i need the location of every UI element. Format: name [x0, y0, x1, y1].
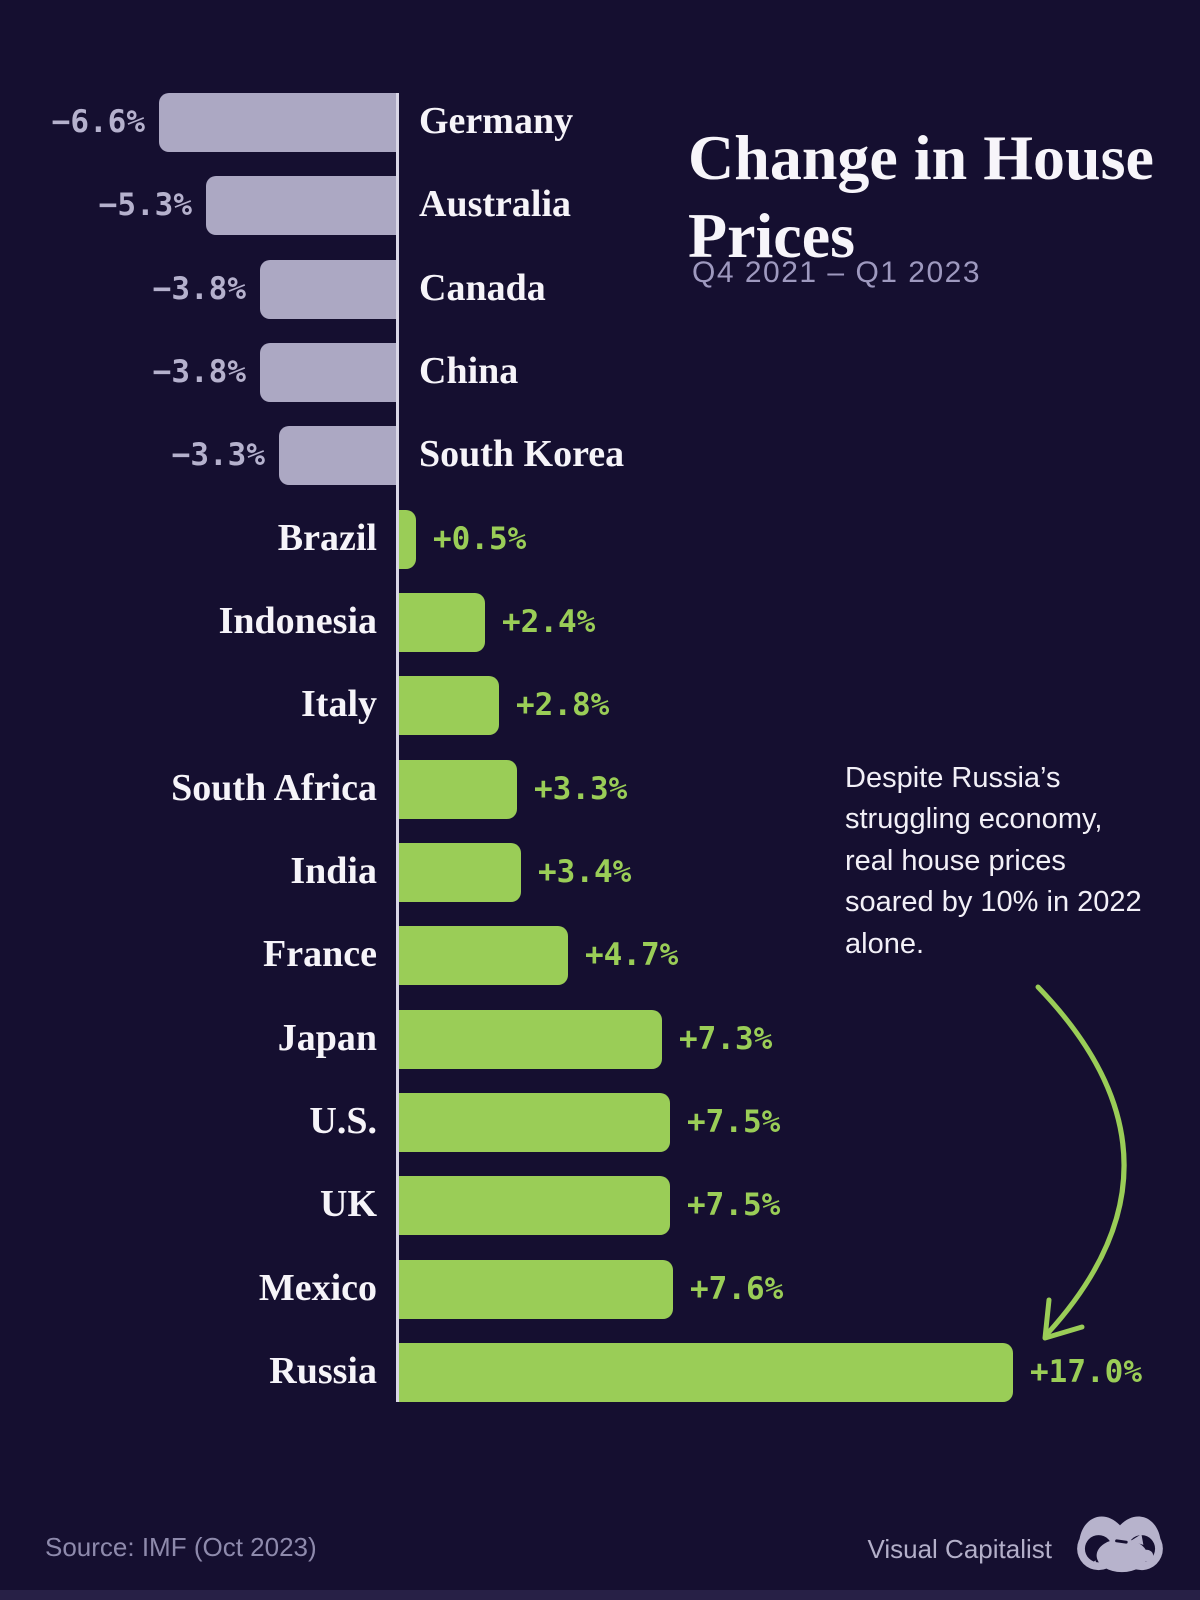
value-label-india: +3.4%	[538, 854, 632, 890]
country-label-u-s-: U.S.	[309, 1100, 377, 1142]
arrow-curve	[1035, 984, 1127, 1336]
bar-south-africa	[398, 760, 517, 819]
baseline-axis	[396, 93, 399, 1402]
bar-china	[260, 343, 398, 402]
country-label-australia: Australia	[419, 183, 571, 225]
country-label-uk: UK	[320, 1183, 377, 1225]
bottom-strip	[0, 1590, 1200, 1600]
bar-mexico	[398, 1260, 673, 1319]
country-label-france: France	[263, 933, 377, 975]
bar-australia	[206, 176, 398, 235]
brand-name: Visual Capitalist	[867, 1534, 1052, 1564]
country-label-brazil: Brazil	[277, 517, 377, 559]
value-label-italy: +2.8%	[516, 687, 610, 723]
country-label-canada: Canada	[419, 267, 546, 309]
country-label-germany: Germany	[419, 100, 574, 142]
value-label-mexico: +7.6%	[690, 1271, 784, 1307]
value-label-indonesia: +2.4%	[502, 604, 596, 640]
value-label-brazil: +0.5%	[433, 521, 527, 557]
source-text: Source: IMF (Oct 2023)	[45, 1532, 317, 1562]
country-label-south-africa: South Africa	[171, 767, 377, 809]
bar-canada	[260, 260, 398, 319]
value-label-uk: +7.5%	[687, 1187, 781, 1223]
value-label-germany: −6.6%	[51, 104, 145, 140]
chart-subtitle: Q4 2021 – Q1 2023	[692, 256, 982, 289]
bar-russia	[398, 1343, 1013, 1402]
country-label-india: India	[290, 850, 377, 892]
bar-india	[398, 843, 521, 902]
value-label-japan: +7.3%	[679, 1021, 773, 1057]
country-label-china: China	[419, 350, 519, 392]
value-label-south-africa: +3.3%	[534, 771, 628, 807]
value-label-australia: −5.3%	[98, 187, 192, 223]
value-label-russia: +17.0%	[1030, 1354, 1142, 1390]
bar-brazil	[398, 510, 416, 569]
bar-japan	[398, 1010, 662, 1069]
bar-south-korea	[279, 426, 398, 485]
chart-title: Change in House Prices	[688, 121, 1154, 271]
value-label-u-s-: +7.5%	[687, 1104, 781, 1140]
bar-italy	[398, 676, 499, 735]
value-label-canada: −3.8%	[152, 271, 246, 307]
value-label-china: −3.8%	[152, 354, 246, 390]
annotation-text: Despite Russia’s struggling economy, rea…	[845, 762, 1142, 960]
bar-uk	[398, 1176, 670, 1235]
arrow-head-icon	[1042, 1297, 1085, 1341]
value-label-france: +4.7%	[585, 937, 679, 973]
value-label-south-korea: −3.3%	[171, 437, 265, 473]
country-label-russia: Russia	[269, 1350, 377, 1392]
bar-indonesia	[398, 593, 485, 652]
country-label-indonesia: Indonesia	[218, 600, 377, 642]
visual-capitalist-logo-icon	[1077, 1516, 1163, 1573]
country-label-japan: Japan	[277, 1017, 377, 1059]
country-label-italy: Italy	[301, 683, 377, 725]
country-label-mexico: Mexico	[258, 1267, 377, 1309]
bar-u-s-	[398, 1093, 670, 1152]
bar-germany	[159, 93, 398, 152]
bar-france	[398, 926, 568, 985]
country-label-south-korea: South Korea	[419, 433, 625, 475]
